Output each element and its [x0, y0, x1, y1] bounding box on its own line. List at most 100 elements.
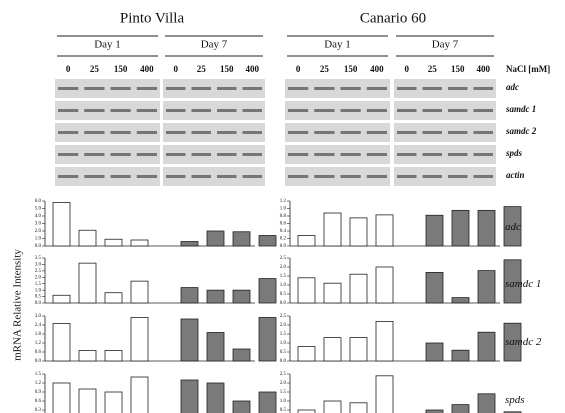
gel-band: [243, 87, 263, 90]
gel-band: [84, 131, 104, 134]
gel-band: [166, 131, 186, 134]
y-tick-label: 0.5: [280, 292, 287, 297]
gene-annotation: adc: [505, 221, 521, 233]
bar: [478, 210, 495, 246]
gel-band: [166, 109, 186, 112]
bar: [105, 351, 122, 362]
lane-label: 0: [174, 64, 179, 74]
gel-band: [217, 131, 237, 134]
gel-band: [367, 175, 387, 178]
gel-band: [288, 87, 308, 90]
bar: [478, 394, 495, 413]
gel-band: [192, 87, 212, 90]
y-tick-label: 2.0: [280, 323, 287, 328]
y-axis-label: mRNA Relative Intensity: [12, 249, 24, 361]
bar: [207, 290, 224, 303]
gel-band: [448, 109, 468, 112]
bar: [452, 350, 469, 361]
gel-band: [474, 87, 494, 90]
bar: [79, 230, 96, 246]
y-tick-label: 0.6: [280, 222, 287, 227]
y-tick-label: 0.0: [35, 244, 42, 249]
day-label: Day 7: [432, 39, 459, 51]
gel-band: [137, 153, 157, 156]
y-tick-label: 0.5: [280, 350, 287, 355]
gel-band: [111, 175, 131, 178]
bar: [478, 332, 495, 361]
y-tick-label: 1.2: [35, 381, 42, 386]
gel-band: [341, 175, 361, 178]
y-tick-label: 0.8: [280, 214, 287, 219]
day-label: Day 1: [94, 39, 121, 51]
gel-band: [423, 153, 443, 156]
gel-band: [58, 131, 78, 134]
gel-band: [423, 131, 443, 134]
gel-band: [243, 109, 263, 112]
y-tick-label: 0.5: [35, 295, 42, 300]
y-tick-label: 2.0: [35, 229, 42, 234]
gel-band: [448, 131, 468, 134]
gel-band: [314, 153, 334, 156]
gel-band: [137, 131, 157, 134]
y-tick-label: 6.0: [35, 199, 42, 204]
bar: [131, 281, 148, 303]
bar: [105, 293, 122, 303]
y-tick-label: 1.5: [35, 372, 42, 377]
y-tick-label: 1.0: [280, 341, 287, 346]
bar: [207, 231, 224, 246]
y-tick-label: 3.0: [35, 263, 42, 268]
bar: [207, 333, 224, 362]
gel-band: [367, 131, 387, 134]
gel-band: [367, 109, 387, 112]
bar: [53, 203, 70, 247]
y-tick-label: 1.0: [280, 399, 287, 404]
lane-label: 150: [344, 64, 358, 74]
y-tick-label: 1.2: [35, 341, 42, 346]
y-tick-label: 1.0: [35, 237, 42, 242]
gel-band: [341, 87, 361, 90]
bar: [259, 236, 276, 247]
y-tick-label: 0.5: [280, 408, 287, 413]
bar: [350, 274, 367, 303]
gel-band: [448, 175, 468, 178]
gel-band: [111, 131, 131, 134]
bar: [259, 392, 276, 413]
y-tick-label: 2.0: [280, 265, 287, 270]
y-tick-label: 0.6: [35, 399, 42, 404]
lane-label: 150: [451, 64, 465, 74]
bar: [233, 232, 250, 246]
bar: [207, 383, 224, 413]
bar: [426, 343, 443, 361]
y-tick-label: 1.0: [280, 207, 287, 212]
lane-label: 400: [477, 64, 491, 74]
bar: [181, 319, 198, 361]
gel-band: [217, 175, 237, 178]
gene-annotation: samdc 2: [505, 336, 542, 348]
y-tick-label: 2.5: [35, 269, 42, 274]
y-tick-label: 2.0: [35, 275, 42, 280]
gel-band: [314, 109, 334, 112]
lane-label: 400: [246, 64, 260, 74]
bar: [376, 376, 393, 413]
y-tick-label: 1.5: [35, 282, 42, 287]
y-tick-label: 0.2: [280, 237, 287, 242]
bar: [233, 401, 250, 413]
gel-band: [474, 153, 494, 156]
bar: [452, 210, 469, 246]
bar: [181, 242, 198, 247]
gel-band: [58, 87, 78, 90]
gel-band: [84, 109, 104, 112]
bar: [131, 240, 148, 246]
unit-label: NaCl [mM]: [506, 64, 550, 74]
gel-band: [474, 175, 494, 178]
gel-band: [397, 109, 417, 112]
lane-label: 0: [66, 64, 71, 74]
bar: [105, 392, 122, 413]
gel-band: [367, 87, 387, 90]
bar: [324, 338, 341, 361]
gel-band: [84, 153, 104, 156]
y-tick-label: 2.5: [280, 314, 287, 319]
lane-label: 25: [197, 64, 207, 74]
y-tick-label: 1.5: [280, 390, 287, 395]
bar: [452, 405, 469, 413]
